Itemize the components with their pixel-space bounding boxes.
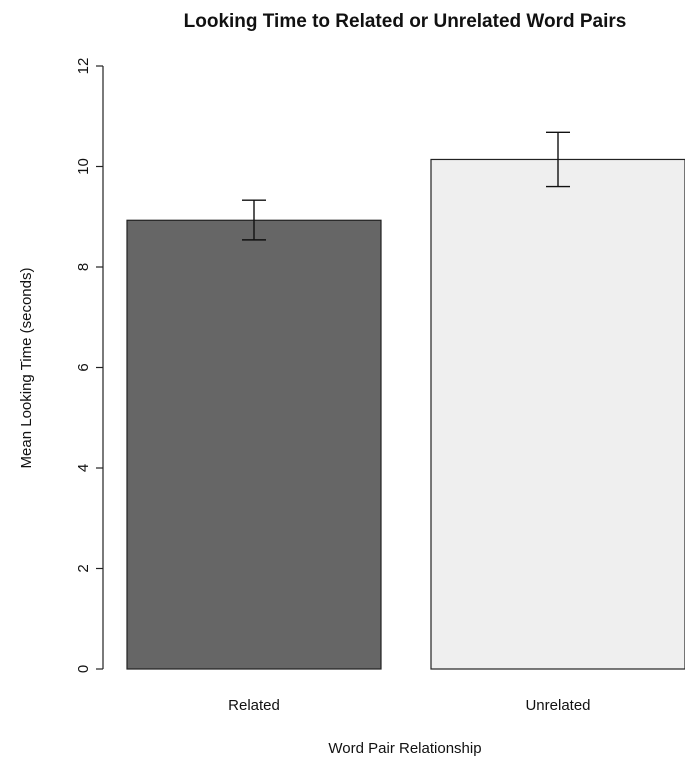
error-bar-unrelated xyxy=(546,131,570,188)
x-tick-label-unrelated: Unrelated xyxy=(525,697,590,714)
y-axis-ticks: 0 2 4 6 8 10 12 xyxy=(75,58,103,673)
x-tick-label-related: Related xyxy=(228,697,280,714)
y-tick-label-2: 2 xyxy=(75,564,92,572)
y-axis-label: Mean Looking Time (seconds) xyxy=(18,268,35,469)
y-tick-label-8: 8 xyxy=(75,263,92,271)
x-axis-label: Word Pair Relationship xyxy=(328,740,481,757)
y-tick-label-0: 0 xyxy=(75,665,92,673)
bars xyxy=(126,158,685,670)
y-tick-label-6: 6 xyxy=(75,363,92,371)
bar-related xyxy=(126,219,382,670)
y-tick-label-10: 10 xyxy=(75,158,92,175)
y-tick-label-12: 12 xyxy=(75,58,92,75)
chart-title: Looking Time to Related or Unrelated Wor… xyxy=(184,11,627,32)
y-tick-label-4: 4 xyxy=(75,464,92,472)
error-bar-related xyxy=(242,199,266,241)
x-axis-tick-labels: Related Unrelated xyxy=(228,697,590,714)
bar-unrelated xyxy=(430,158,685,670)
error-bars xyxy=(242,131,570,241)
